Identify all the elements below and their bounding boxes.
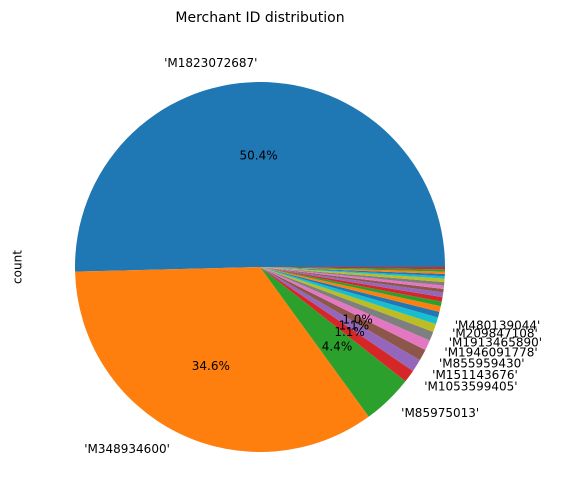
slice-label: 'M1946091778' — [444, 346, 537, 360]
slice-label: 'M1913465890' — [449, 336, 542, 350]
pie-slice — [260, 267, 445, 277]
slice-label: 'M855959430' — [439, 356, 525, 370]
pie-slice — [260, 267, 434, 341]
slice-label: 'M348934600' — [84, 442, 170, 456]
pie-slice — [260, 267, 444, 293]
pie-slice — [260, 267, 426, 361]
slice-label: 'M1823072687' — [164, 56, 257, 70]
pie-slice — [260, 267, 445, 270]
y-axis-label: count — [11, 250, 25, 284]
pie-slice — [260, 267, 438, 325]
pie-slice — [260, 267, 420, 371]
pie-slice — [260, 267, 440, 318]
pie-slice — [260, 267, 445, 283]
value-label: 50.4% — [240, 149, 278, 163]
pie-slice — [260, 267, 430, 350]
slice-label: 'M209847108' — [452, 327, 538, 341]
pie-slice — [260, 267, 414, 382]
pie-slice — [260, 267, 406, 417]
pie-slice — [260, 267, 436, 332]
slice-label: 'M1053599405' — [424, 380, 517, 394]
chart-title: Merchant ID distribution — [175, 10, 344, 26]
pie-slice — [260, 267, 445, 274]
pie-slice — [260, 267, 442, 307]
slice-label: 'M151143676' — [432, 368, 518, 382]
value-label: 1.1% — [334, 325, 365, 339]
pie-slice — [260, 267, 443, 302]
pie-slice — [260, 267, 445, 272]
pie-slice — [260, 267, 445, 286]
pie-slice — [260, 267, 445, 290]
pie-slice — [75, 82, 446, 272]
pie-slice — [75, 267, 369, 453]
value-label: 1.0% — [342, 312, 373, 326]
value-label: 34.6% — [192, 359, 230, 373]
slice-label: 'M85975013' — [401, 406, 479, 420]
pie-slice — [260, 267, 445, 279]
pie-slice — [260, 267, 441, 312]
pie-slice — [260, 267, 444, 298]
slice-label: 'M480139044' — [455, 319, 541, 333]
value-label: 4.4% — [322, 339, 353, 353]
value-label: 1.1% — [339, 319, 370, 333]
